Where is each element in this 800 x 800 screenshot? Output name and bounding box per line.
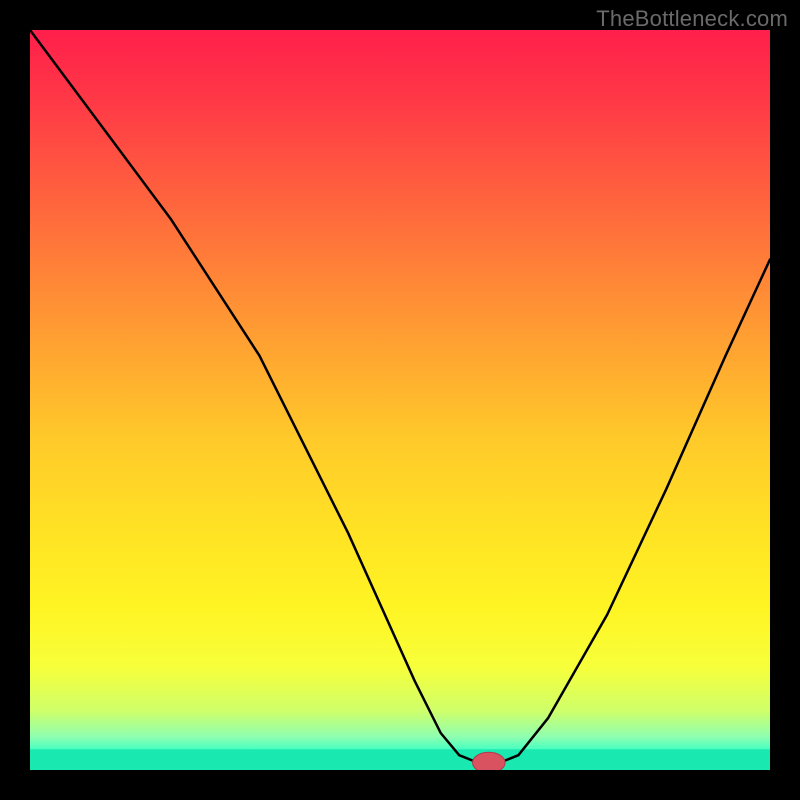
bottleneck-chart [0,0,800,800]
gradient-background [30,30,770,770]
green-baseline-band [30,749,770,770]
watermark-text: TheBottleneck.com [596,6,788,32]
optimal-point-marker [473,752,506,773]
chart-frame: TheBottleneck.com [0,0,800,800]
